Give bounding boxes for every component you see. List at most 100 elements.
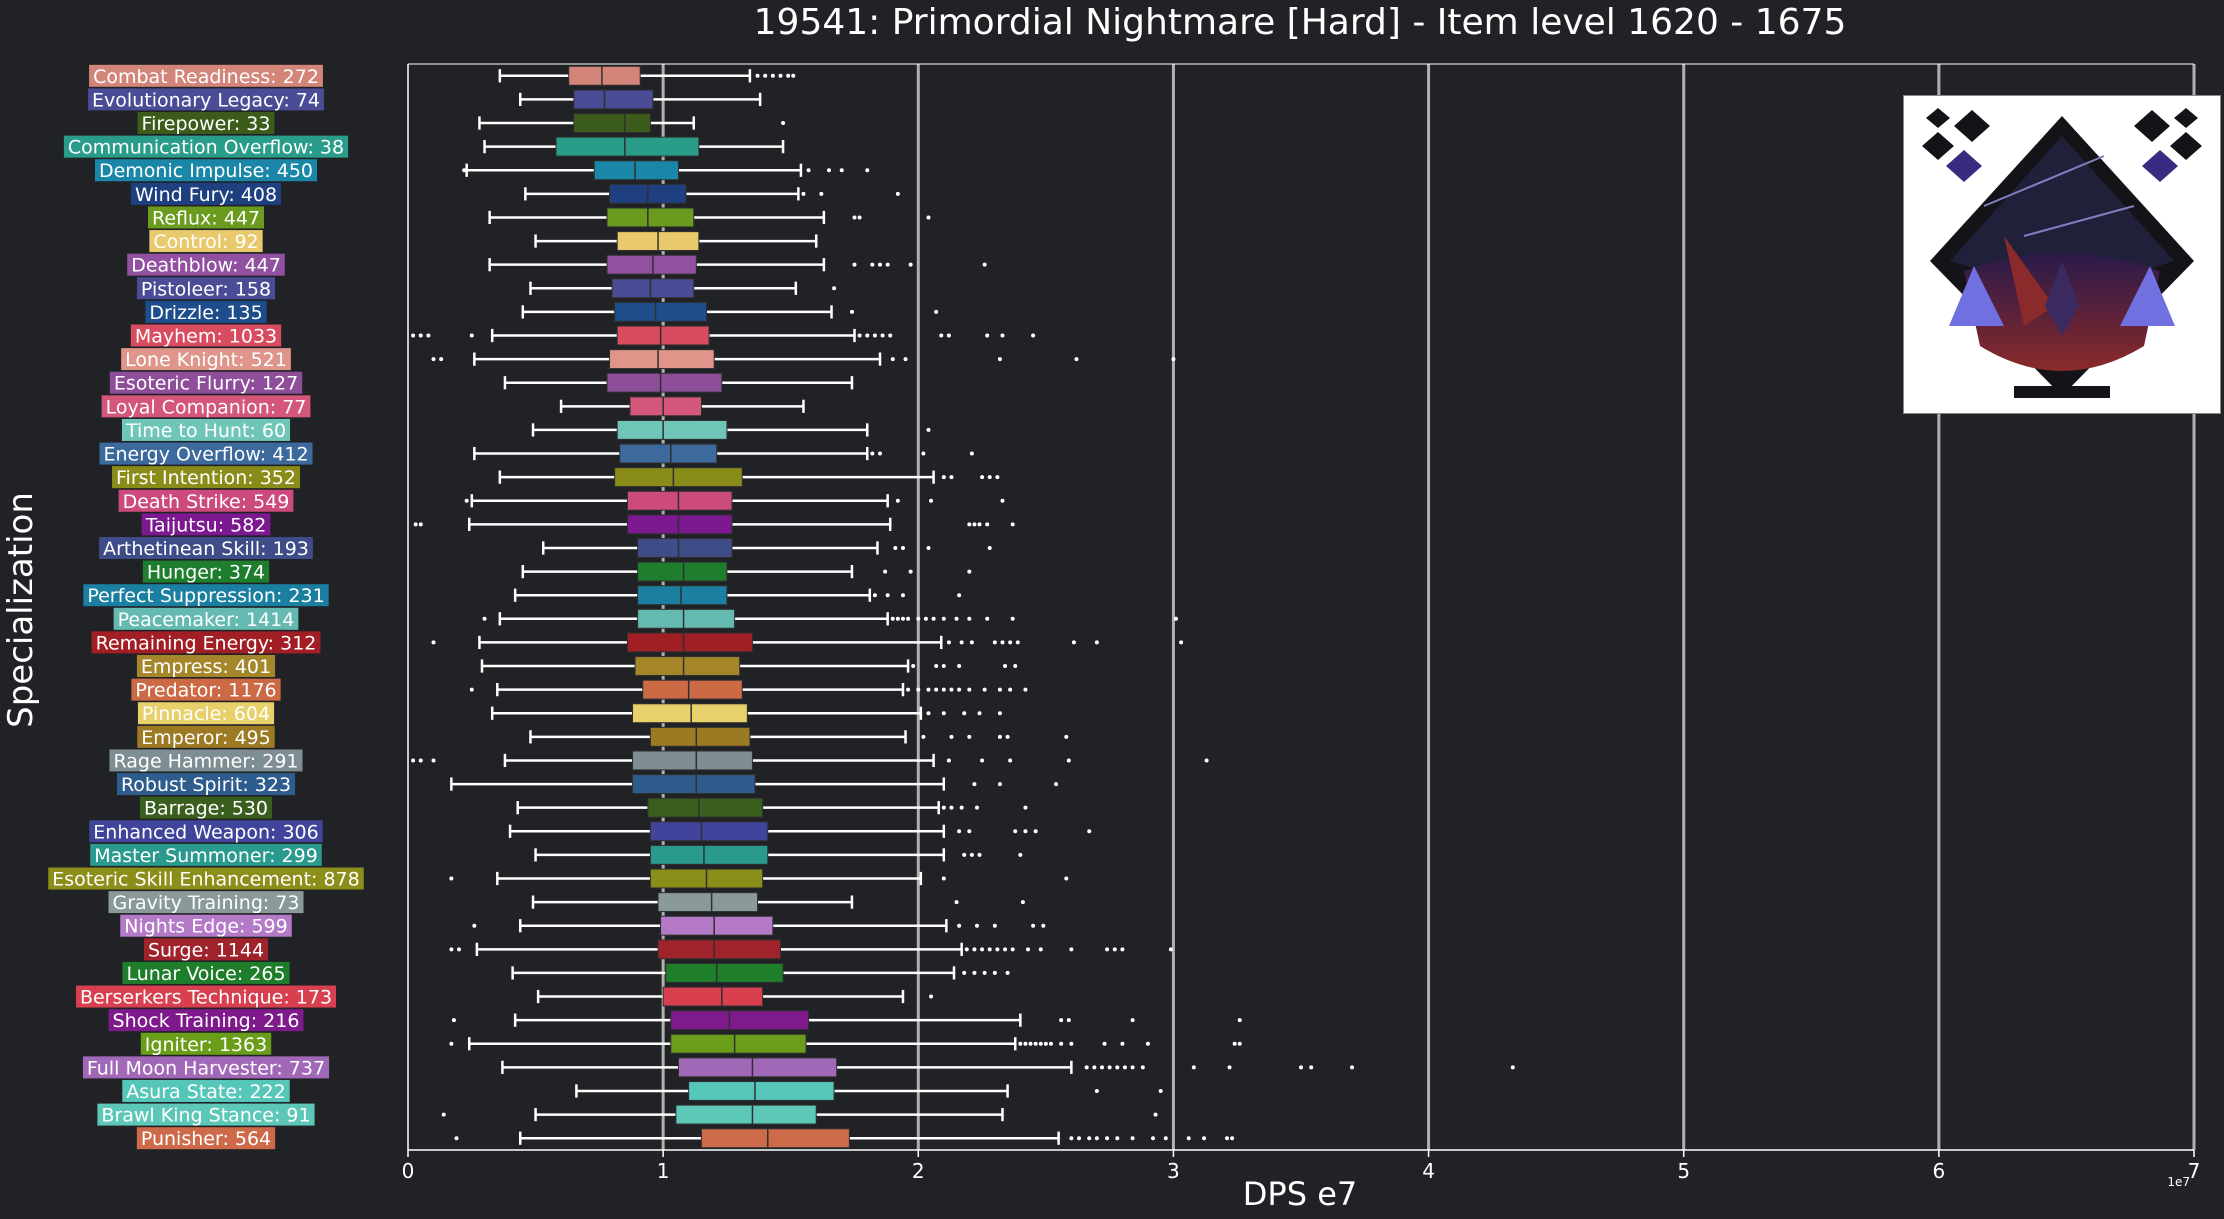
outlier-point	[1069, 1041, 1074, 1046]
outlier-point	[908, 569, 913, 574]
outlier-point	[431, 357, 436, 362]
box-iqr	[632, 774, 756, 795]
box-iqr	[626, 514, 733, 535]
outlier-point	[1054, 782, 1059, 787]
category-label: Evolutionary Legacy: 74	[92, 89, 320, 111]
category-label: Combat Readiness: 272	[93, 66, 319, 88]
outlier-point	[1020, 900, 1025, 905]
outlier-point	[1163, 1136, 1168, 1141]
outlier-point	[1232, 1041, 1237, 1046]
outlier-point	[1018, 1041, 1023, 1046]
outlier-point	[949, 687, 954, 692]
category-label-bg	[139, 796, 273, 819]
outlier-point	[1010, 522, 1015, 527]
outlier-point	[911, 664, 916, 669]
outlier-point	[949, 805, 954, 810]
outlier-point	[1171, 357, 1176, 362]
box-3	[483, 136, 785, 157]
x-tick-label: 0	[402, 1159, 415, 1183]
category-label: Full Moon Harvester: 737	[87, 1057, 325, 1079]
box-13	[503, 372, 854, 393]
category-label-bg	[89, 820, 323, 843]
category-label: Asura State: 222	[126, 1081, 285, 1103]
category-label-bg	[88, 88, 324, 111]
category-label-bg	[75, 985, 337, 1008]
outlier-point	[962, 852, 967, 857]
box-23	[482, 608, 1178, 629]
outlier-point	[849, 309, 854, 314]
box-iqr	[647, 797, 764, 818]
outlier-point	[839, 168, 844, 173]
outlier-point	[1033, 1041, 1038, 1046]
box-31	[516, 797, 1028, 818]
outlier-point	[1112, 947, 1117, 952]
category-label: Arthetinean Skill: 193	[103, 538, 309, 560]
box-iqr	[611, 278, 695, 299]
box-iqr	[642, 679, 743, 700]
box-iqr	[626, 632, 753, 653]
outlier-point	[1094, 1136, 1099, 1141]
box-2	[478, 113, 786, 133]
category-label: Lone Knight: 521	[125, 349, 287, 371]
outlier-point	[852, 262, 857, 267]
outlier-point	[464, 498, 469, 503]
x-tick-label: 1	[657, 1159, 670, 1183]
outlier-point	[449, 876, 454, 881]
category-label-bg	[83, 584, 329, 607]
category-label-bg	[122, 1079, 290, 1102]
category-label: Perfect Suppression: 231	[87, 585, 324, 607]
outlier-point	[1087, 1136, 1092, 1141]
x-tick-label: 2	[912, 1159, 925, 1183]
outlier-point	[449, 1041, 454, 1046]
outlier-point	[997, 687, 1002, 692]
box-19	[413, 514, 1015, 535]
box-iqr	[555, 136, 700, 157]
outlier-point	[878, 262, 883, 267]
outlier-point	[995, 947, 1000, 952]
box-37	[449, 939, 1173, 960]
box-36	[472, 915, 1046, 936]
outlier-point	[916, 616, 921, 621]
category-label-bg	[109, 371, 303, 394]
box-iqr	[649, 844, 769, 865]
box-33	[534, 844, 1023, 865]
outlier-point	[1153, 1112, 1158, 1117]
outlier-point	[441, 1112, 446, 1117]
box-iqr	[700, 1128, 850, 1149]
outlier-point	[972, 782, 977, 787]
outlier-point	[1023, 829, 1028, 834]
outlier-point	[1064, 734, 1069, 739]
outlier-point	[916, 687, 921, 692]
outlier-point	[1000, 640, 1005, 645]
category-label: Robust Spirit: 323	[121, 774, 291, 796]
outlier-point	[946, 333, 951, 338]
outlier-point	[962, 970, 967, 975]
outlier-point	[893, 545, 898, 550]
box-iqr	[573, 89, 654, 110]
box-9	[529, 278, 837, 299]
outlier-point	[1074, 357, 1079, 362]
outlier-point	[1204, 758, 1209, 763]
category-label: Lunar Voice: 265	[126, 963, 285, 985]
outlier-point	[1105, 1136, 1110, 1141]
outlier-point	[1186, 1136, 1191, 1141]
category-label: Predator: 1176	[135, 680, 276, 702]
category-label-bg	[97, 1103, 315, 1126]
category-label: Mayhem: 1033	[135, 326, 277, 348]
outlier-point	[941, 616, 946, 621]
outlier-point	[482, 616, 487, 621]
category-label-bg	[137, 725, 275, 748]
box-27	[490, 703, 1002, 724]
box-39	[536, 986, 934, 1007]
category-label-bg	[63, 135, 349, 158]
outlier-point	[969, 852, 974, 857]
outlier-point	[454, 1136, 459, 1141]
outlier-point	[1003, 947, 1008, 952]
outlier-point	[977, 522, 982, 527]
category-label: Empress: 401	[141, 656, 271, 678]
outlier-point	[852, 215, 857, 220]
box-26	[469, 679, 1028, 700]
box-iqr	[568, 65, 641, 86]
outlier-point	[469, 687, 474, 692]
outlier-point	[1015, 640, 1020, 645]
